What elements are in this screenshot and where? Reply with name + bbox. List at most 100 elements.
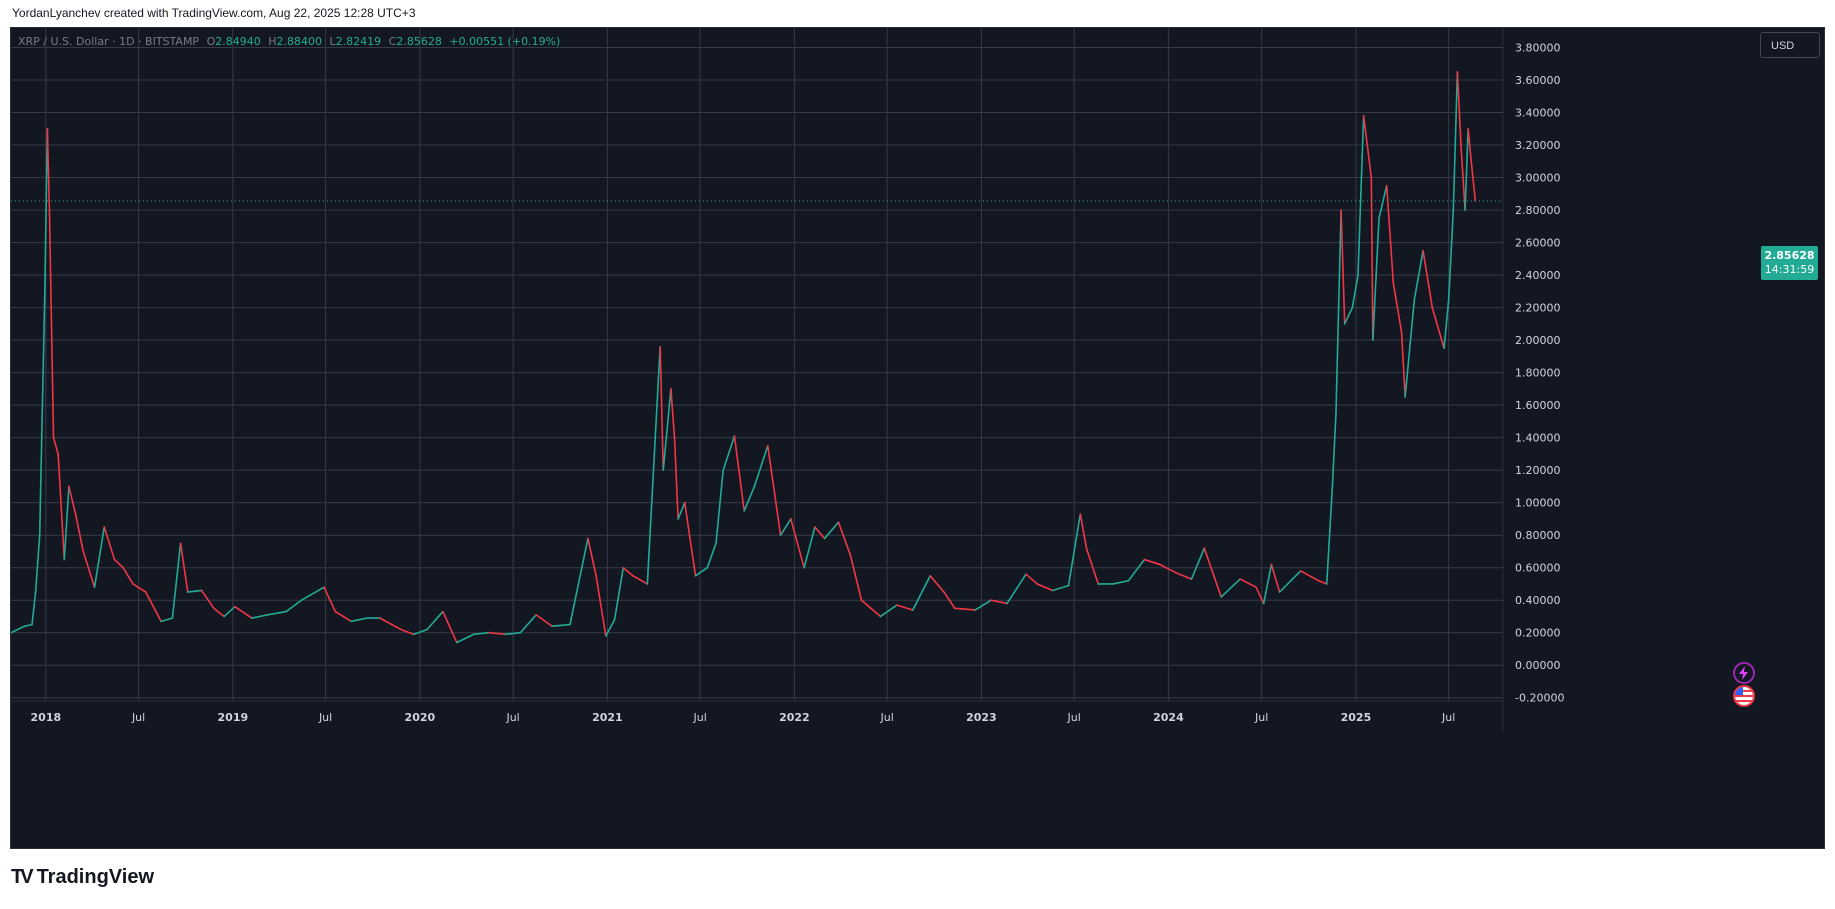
price-segment <box>646 345 661 585</box>
high-label: H <box>268 35 277 48</box>
price-segment <box>722 435 736 471</box>
y-tick-label: 1.00000 <box>1515 497 1561 510</box>
price-segment <box>350 617 368 623</box>
price-segment <box>113 558 125 569</box>
price-segment <box>1278 570 1302 593</box>
price-segment <box>48 209 55 439</box>
price-segment <box>1051 584 1070 592</box>
price-segment <box>74 513 85 553</box>
us-flag-icon[interactable] <box>1733 685 1755 707</box>
x-tick-label: Jul <box>131 711 145 724</box>
y-tick-label: 3.00000 <box>1515 172 1561 185</box>
price-segment <box>1112 579 1130 585</box>
price-segment <box>823 521 840 540</box>
price-segment <box>1262 563 1273 605</box>
price-segment <box>1385 184 1395 285</box>
y-tick-label: 2.20000 <box>1515 302 1561 315</box>
price-segment <box>911 575 931 611</box>
price-segment <box>200 589 215 610</box>
price-segment <box>132 583 147 593</box>
price-segment <box>57 453 66 561</box>
price-segment <box>1400 331 1406 398</box>
x-tick-label: Jul <box>1067 711 1081 724</box>
price-segment <box>1220 578 1241 598</box>
x-tick-label: 2018 <box>31 711 62 724</box>
y-tick-label: 3.60000 <box>1515 74 1561 87</box>
price-axis: -0.20000 0.00000 0.20000 0.40000 0.60000 0.80… <box>1515 42 1564 705</box>
price-segment <box>1456 71 1462 146</box>
price-segment <box>1470 160 1477 202</box>
price-segment <box>234 605 253 619</box>
price-segment <box>266 610 287 616</box>
price-segment <box>753 444 769 488</box>
currency-selector[interactable]: USD <box>1760 32 1820 58</box>
price-segment <box>683 501 697 577</box>
price-segment <box>1025 573 1039 585</box>
x-tick-label: 2023 <box>966 711 997 724</box>
y-tick-label: 2.00000 <box>1515 334 1561 347</box>
price-segment <box>849 553 863 602</box>
y-tick-label: 0.40000 <box>1515 594 1561 607</box>
price-segment <box>46 127 51 211</box>
price-segment <box>171 542 182 619</box>
price-segment <box>160 617 174 623</box>
y-tick-label: 0.80000 <box>1515 529 1561 542</box>
close-value: 2.85628 <box>396 35 442 48</box>
price-segment <box>943 591 956 610</box>
last-price-value: 2.85628 <box>1764 249 1815 262</box>
x-tick-label: Jul <box>1441 711 1455 724</box>
price-segment <box>706 542 717 569</box>
price-segment <box>1343 306 1354 325</box>
price-segment <box>1378 184 1388 219</box>
price-segment <box>677 501 686 520</box>
tradingview-logo-icon: TV <box>11 866 33 888</box>
close-label: C <box>388 35 397 48</box>
price-segment <box>1006 573 1027 605</box>
price-segment <box>1370 176 1374 341</box>
price-segment <box>1464 127 1469 211</box>
price-segment <box>251 614 269 619</box>
price-segment <box>1452 71 1459 211</box>
symbol-legend[interactable]: XRP / U.S. Dollar · 1D · BITSTAMP O2.849… <box>18 35 560 48</box>
price-segment <box>694 566 709 577</box>
price-segment <box>223 605 236 618</box>
price-segment <box>779 518 792 536</box>
price-segment <box>1335 209 1342 415</box>
price-segment <box>1372 217 1380 341</box>
price-segment <box>929 575 945 593</box>
price-segment <box>1067 513 1082 587</box>
price-segment <box>860 599 882 618</box>
lightning-bolt-icon[interactable] <box>1733 662 1755 684</box>
price-segment <box>186 589 203 593</box>
price-segment <box>412 628 428 636</box>
price-chart[interactable]: -0.20000 0.00000 0.20000 0.40000 0.60000 0.80… <box>11 28 1826 850</box>
price-segment <box>670 388 676 439</box>
price-segment <box>1331 412 1337 488</box>
x-tick-label: 2019 <box>218 711 249 724</box>
price-segment <box>455 633 475 644</box>
x-tick-label: 2025 <box>1341 711 1372 724</box>
symbol-name: XRP / U.S. Dollar · 1D · BITSTAMP <box>18 35 200 48</box>
x-tick-label: Jul <box>879 711 893 724</box>
price-segment <box>1357 114 1365 276</box>
x-tick-label: Jul <box>505 711 519 724</box>
price-segment <box>605 618 616 637</box>
tradingview-logo[interactable]: TV TradingView <box>11 866 154 889</box>
price-segment <box>569 537 589 626</box>
price-segment <box>1413 249 1424 301</box>
chart-grid <box>11 28 1504 731</box>
y-tick-label: 0.20000 <box>1515 627 1561 640</box>
y-tick-label: 2.80000 <box>1515 204 1561 217</box>
y-tick-label: 3.40000 <box>1515 107 1561 120</box>
price-segment <box>442 610 458 644</box>
price-segment <box>68 485 77 515</box>
price-segment <box>31 591 37 626</box>
chart-pane[interactable]: -0.20000 0.00000 0.20000 0.40000 0.60000 0.80… <box>10 27 1825 849</box>
price-segment <box>659 345 665 471</box>
price-segment <box>1239 578 1257 589</box>
price-segment <box>1362 114 1373 179</box>
price-segment <box>622 566 634 577</box>
price-series <box>11 71 1477 644</box>
y-tick-label: 0.60000 <box>1515 562 1561 575</box>
price-segment <box>1422 249 1434 309</box>
